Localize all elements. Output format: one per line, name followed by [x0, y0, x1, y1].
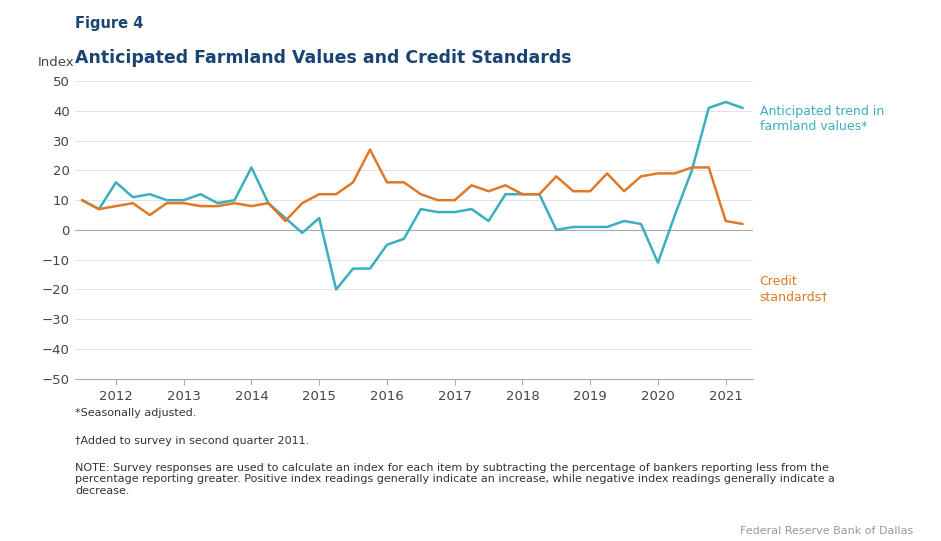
Text: Anticipated Farmland Values and Credit Standards: Anticipated Farmland Values and Credit S… — [75, 49, 572, 67]
Text: Federal Reserve Bank of Dallas: Federal Reserve Bank of Dallas — [740, 526, 913, 536]
Text: Credit
standards†: Credit standards† — [759, 274, 828, 302]
Text: NOTE: Survey responses are used to calculate an index for each item by subtracti: NOTE: Survey responses are used to calcu… — [75, 463, 836, 496]
Text: *Seasonally adjusted.: *Seasonally adjusted. — [75, 408, 197, 418]
Text: Index: Index — [38, 56, 74, 69]
Text: †Added to survey in second quarter 2011.: †Added to survey in second quarter 2011. — [75, 436, 310, 445]
Text: Figure 4: Figure 4 — [75, 16, 144, 31]
Text: Anticipated trend in
farmland values*: Anticipated trend in farmland values* — [759, 105, 884, 133]
